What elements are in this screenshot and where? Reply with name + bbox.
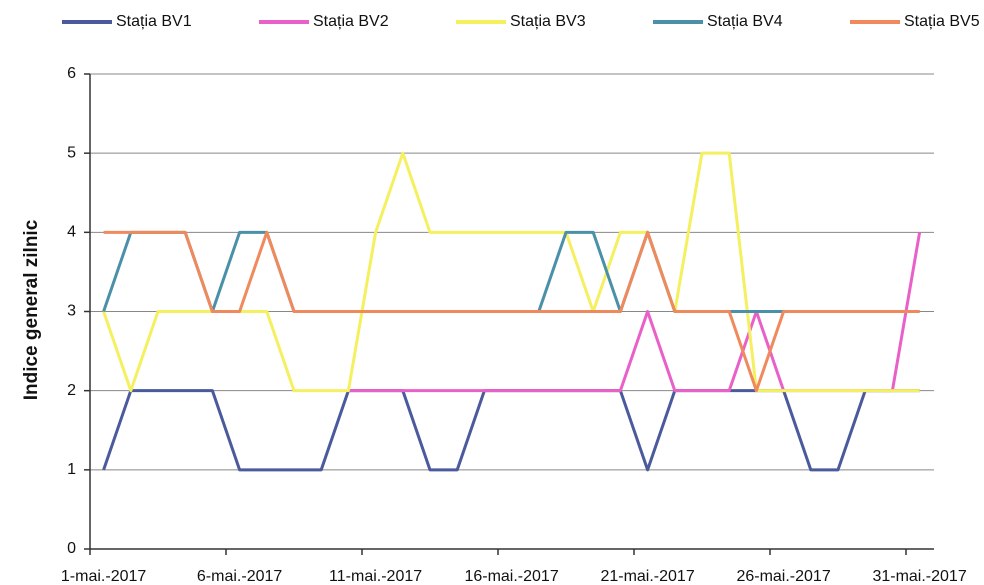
y-tick-label: 0 [67, 540, 76, 557]
x-tick-label: 1-mai.-2017 [61, 568, 146, 585]
x-tick-label: 6-mai.-2017 [197, 568, 282, 585]
y-tick-label: 1 [67, 461, 76, 478]
x-tick-label: 11-mai.-2017 [329, 568, 422, 585]
x-tick-label: 31-mai.-2017 [872, 568, 966, 585]
y-tick-label: 4 [67, 224, 76, 241]
legend-label: Stația BV2 [313, 13, 389, 30]
legend-label: Stația BV5 [904, 13, 980, 30]
y-tick-label: 6 [67, 65, 76, 82]
series-line [102, 389, 920, 472]
legend-label: Stația BV4 [707, 13, 783, 30]
legend-label: Stația BV1 [116, 13, 192, 30]
series-line [102, 230, 920, 313]
series-line [103, 230, 920, 393]
legend-label: Stația BV3 [510, 13, 586, 30]
y-axis-label: Indice general zilnic [21, 219, 42, 400]
x-tick-label: 21-mai.-2017 [600, 568, 694, 585]
x-tick-label: 26-mai.-2017 [736, 568, 830, 585]
y-tick-label: 2 [67, 382, 76, 399]
x-tick-label: 16-mai.-2017 [464, 568, 558, 585]
y-tick-label: 5 [67, 144, 76, 161]
y-tick-label: 3 [67, 303, 76, 320]
